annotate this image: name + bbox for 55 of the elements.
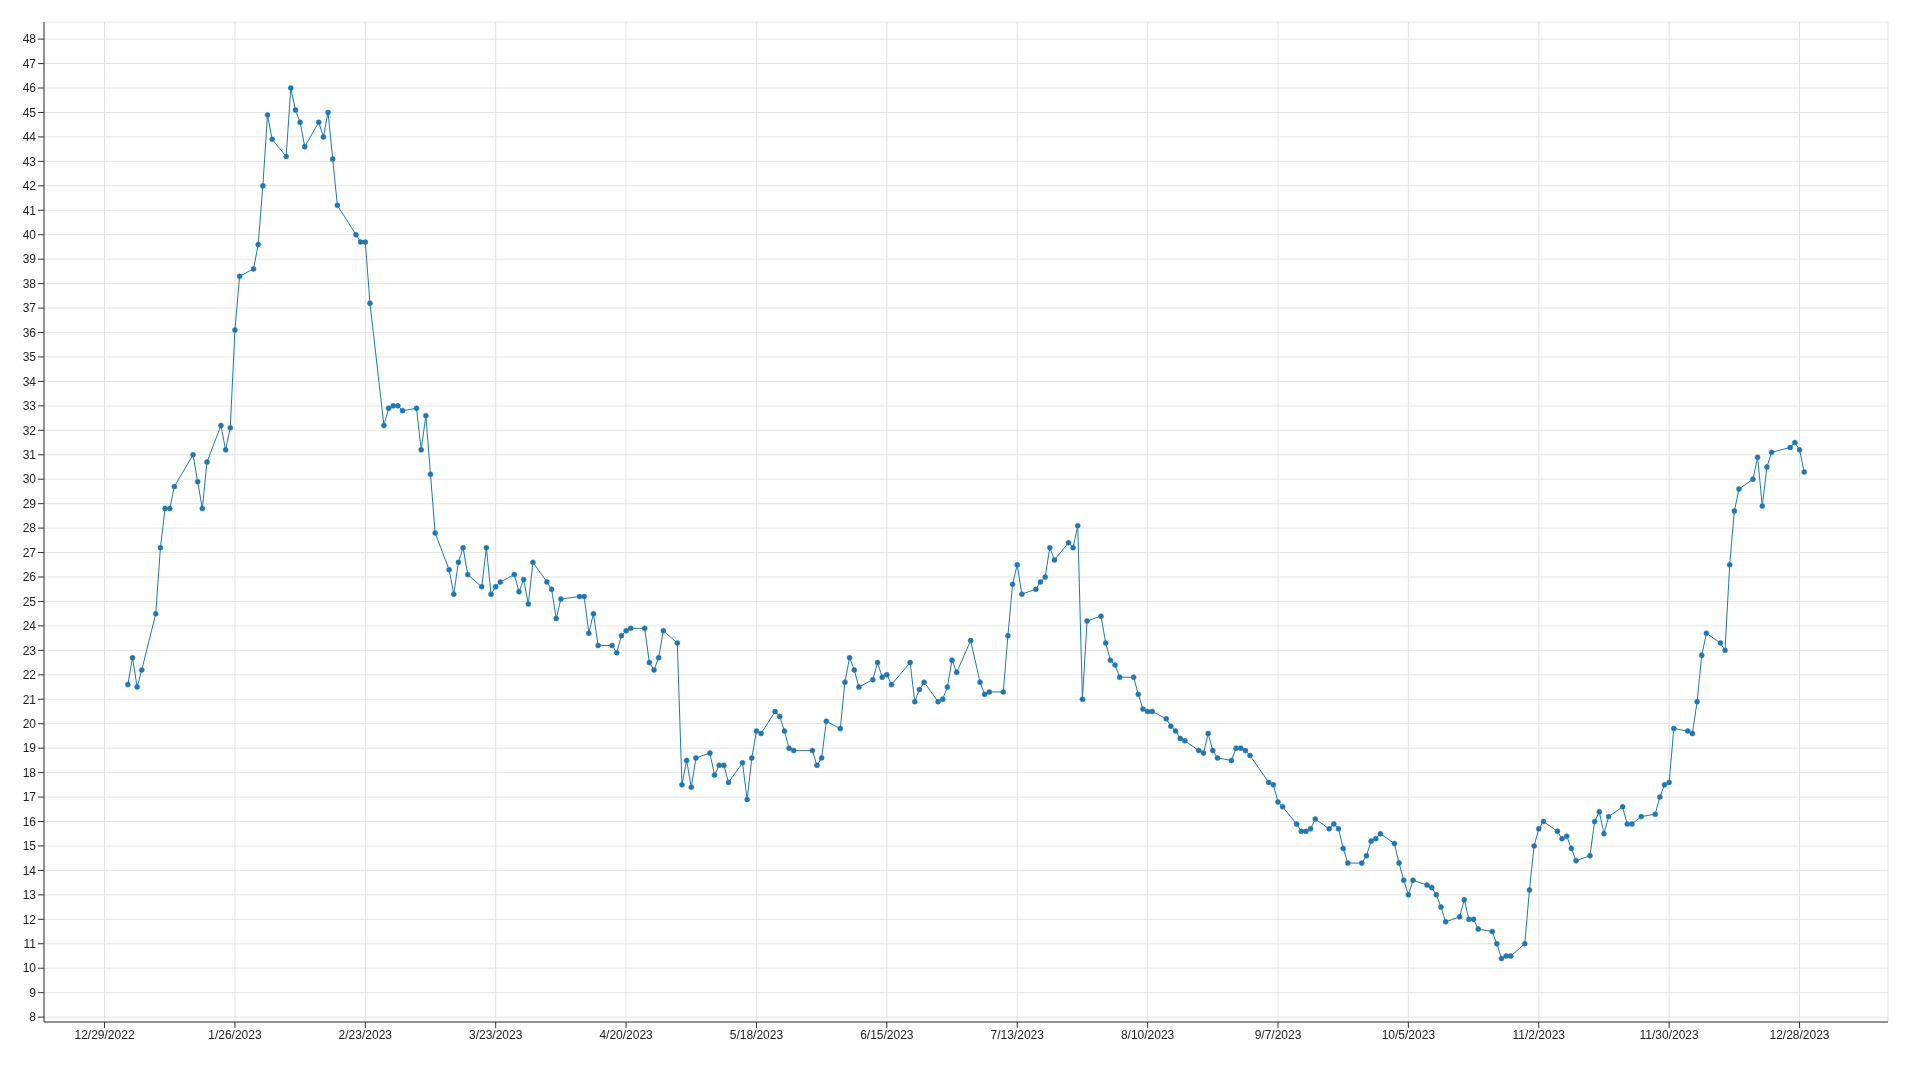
y-tick-label: 8 (29, 1010, 37, 1025)
y-tick-label: 30 (22, 472, 37, 487)
y-tick-label: 34 (22, 374, 37, 389)
y-tick-label: 42 (22, 179, 37, 194)
x-tick-label: 3/23/2023 (468, 1027, 523, 1042)
x-tick-label: 1/26/2023 (208, 1027, 262, 1042)
x-tick-label: 2/23/2023 (338, 1027, 393, 1042)
y-tick-label: 26 (22, 570, 37, 585)
y-tick-label: 10 (22, 961, 37, 976)
y-tick-label: 39 (22, 252, 37, 267)
y-tick-label: 37 (22, 301, 37, 316)
y-tick-label: 17 (22, 790, 37, 805)
y-tick-label: 25 (22, 594, 37, 609)
y-tick-label: 15 (22, 839, 37, 854)
y-tick-label: 48 (22, 32, 37, 47)
y-tick-label: 18 (22, 765, 37, 780)
y-tick-label: 28 (22, 521, 37, 536)
y-tick-label: 43 (22, 154, 37, 169)
y-tick-label: 38 (22, 276, 37, 291)
y-tick-label: 35 (22, 350, 37, 365)
y-tick-label: 27 (22, 545, 37, 560)
x-tick-label: 11/2/2023 (1512, 1027, 1566, 1042)
x-tick-label: 6/15/2023 (860, 1027, 914, 1042)
x-tick-label: 7/13/2023 (990, 1027, 1045, 1042)
y-tick-label: 19 (22, 741, 37, 756)
y-tick-label: 29 (22, 496, 37, 511)
y-tick-label: 20 (22, 716, 37, 731)
y-tick-label: 12 (22, 912, 37, 927)
x-tick-label: 4/20/2023 (599, 1027, 654, 1042)
y-tick-label: 47 (22, 56, 37, 71)
x-tick-label: 5/18/2023 (729, 1027, 784, 1042)
y-tick-label: 13 (22, 888, 37, 903)
y-tick-label: 40 (22, 227, 37, 242)
y-tick-label: 21 (22, 692, 37, 707)
y-tick-label: 16 (22, 814, 37, 829)
y-tick-label: 31 (22, 448, 37, 463)
y-tick-label: 44 (22, 130, 37, 145)
y-tick-label: 9 (29, 985, 37, 1000)
x-tick-label: 8/10/2023 (1120, 1027, 1175, 1042)
y-tick-label: 23 (22, 643, 37, 658)
x-tick-label: 10/5/2023 (1381, 1027, 1436, 1042)
x-tick-label: 9/7/2023 (1254, 1027, 1302, 1042)
y-tick-label: 24 (22, 619, 37, 634)
y-tick-label: 11 (23, 937, 37, 952)
y-tick-label: 32 (22, 423, 37, 438)
y-tick-label: 36 (22, 325, 37, 340)
x-tick-label: 11/30/2023 (1639, 1027, 1700, 1042)
y-tick-label: 14 (22, 863, 37, 878)
y-tick-label: 41 (22, 203, 37, 218)
y-tick-label: 46 (22, 81, 37, 96)
y-tick-label: 45 (22, 105, 37, 120)
y-tick-label: 33 (22, 399, 37, 414)
x-tick-label: 12/28/2023 (1769, 1027, 1830, 1042)
x-tick-label: 12/29/2022 (74, 1027, 135, 1042)
y-tick-label: 22 (22, 668, 37, 683)
